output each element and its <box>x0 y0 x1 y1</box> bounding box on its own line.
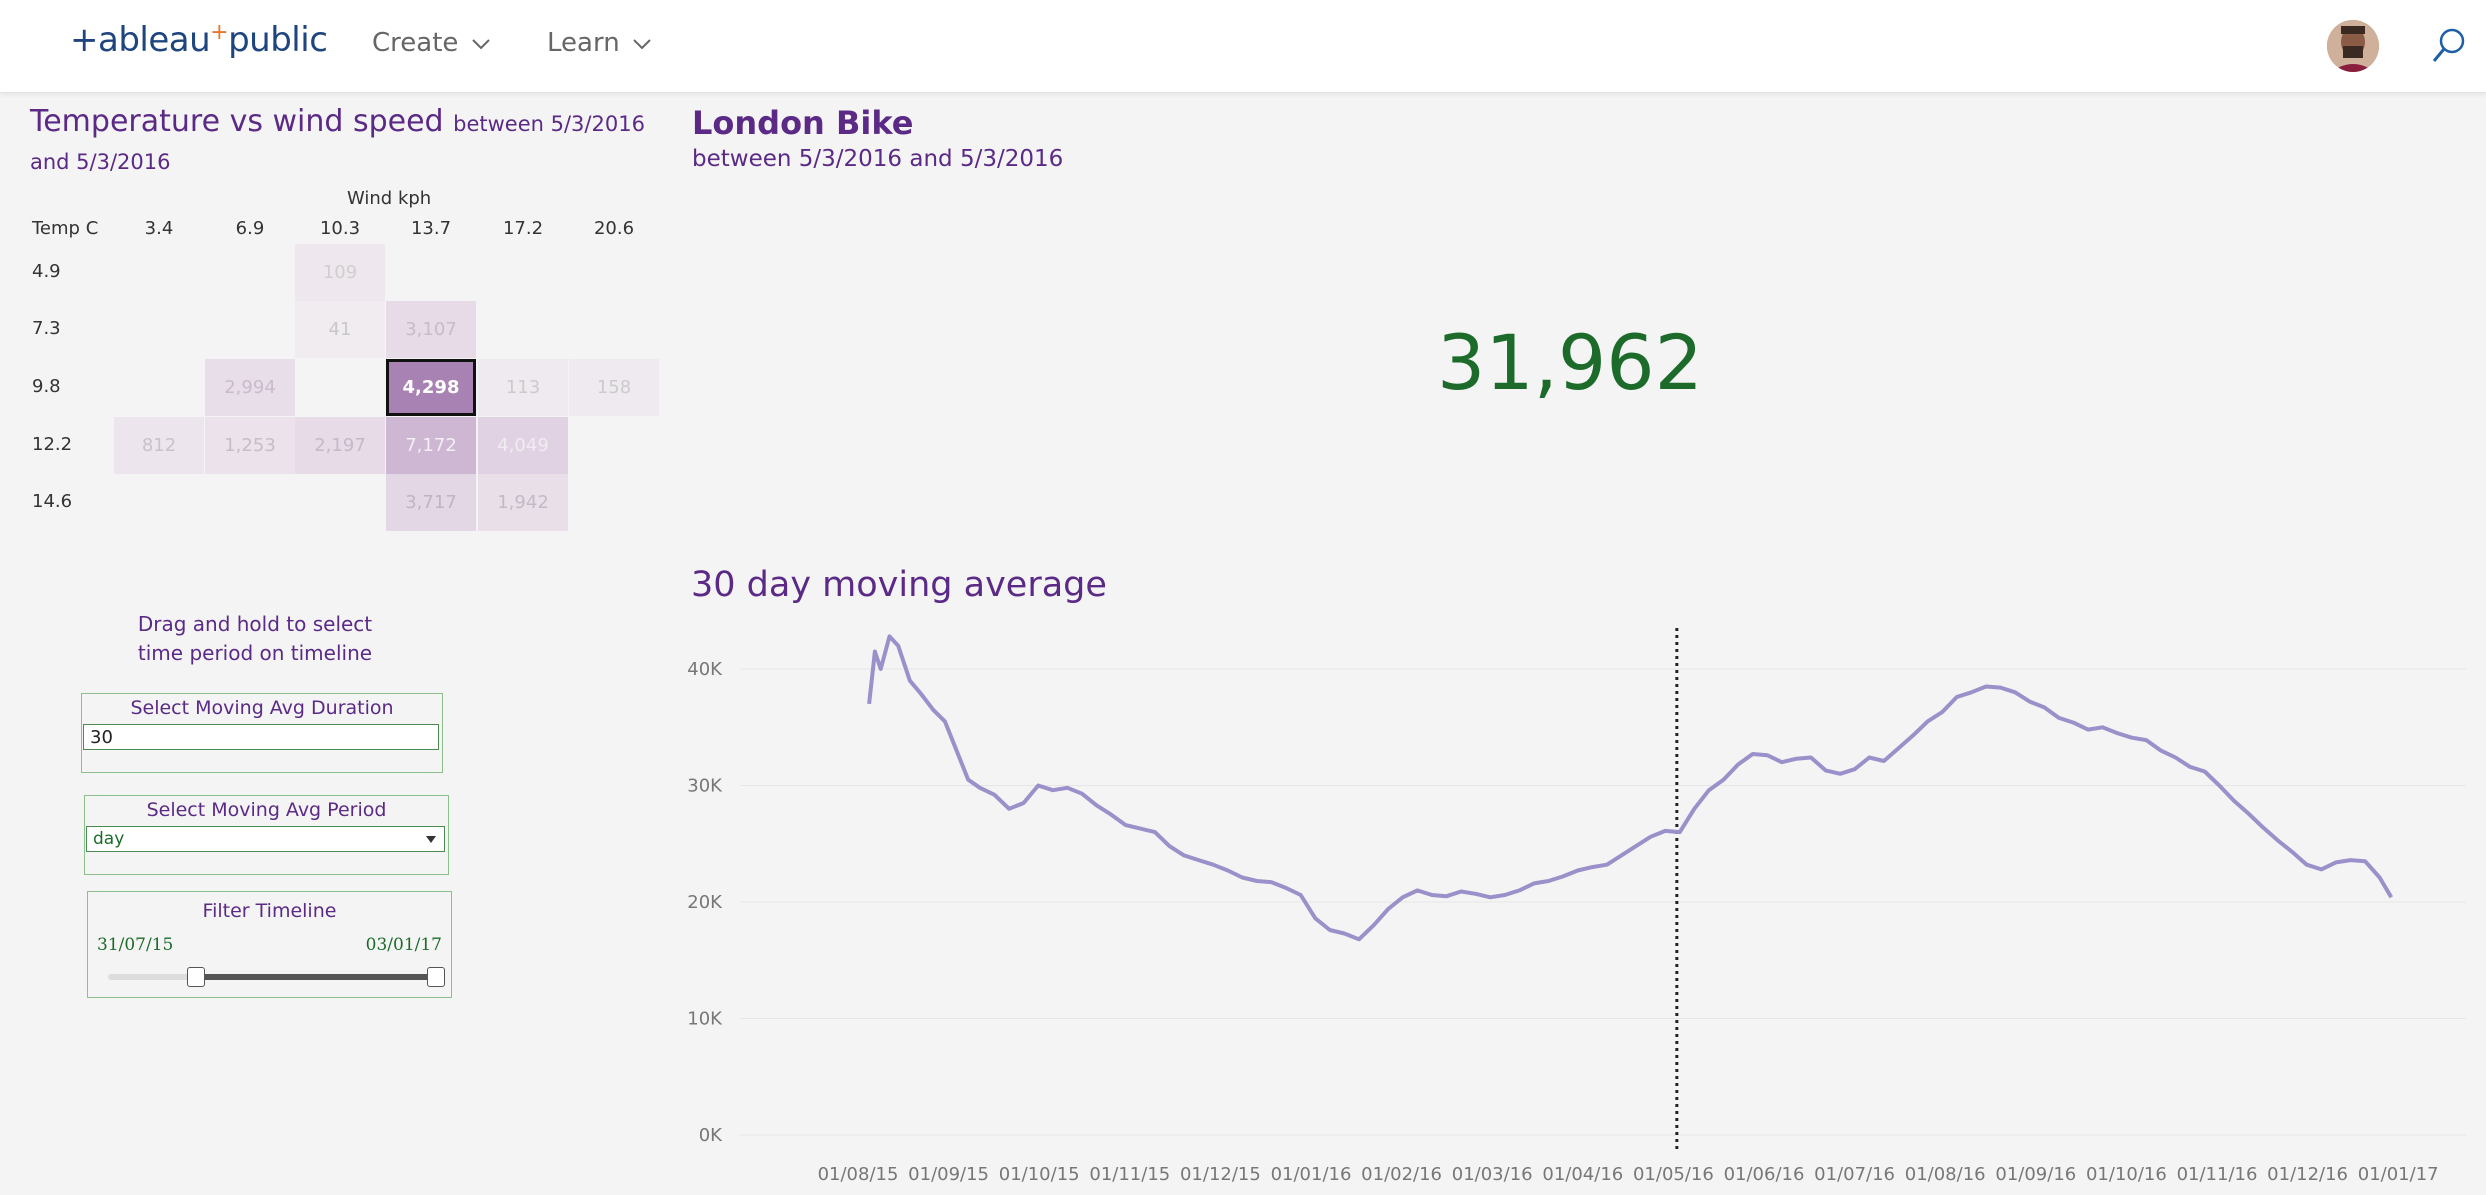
duration-label: Select Moving Avg Duration <box>130 697 394 719</box>
x-tick-label: 01/03/16 <box>1452 1164 1533 1185</box>
logo-text-tableau: +ableau <box>70 20 211 60</box>
drag-hint-text: Drag and hold to select time period on t… <box>137 612 373 665</box>
x-tick-label: 01/05/16 <box>1633 1164 1714 1185</box>
dropdown-caret-icon <box>426 836 436 843</box>
heatmap-col-label: 20.6 <box>593 218 635 239</box>
x-tick-label: 01/09/16 <box>1995 1164 2076 1185</box>
heatmap-col-label: 6.9 <box>235 218 265 239</box>
x-tick-label: 01/01/16 <box>1271 1164 1352 1185</box>
logo-plus: + <box>210 20 229 45</box>
temp-wind-heatmap: Wind kph Temp C 3.4 6.9 10.3 13.7 17.2 2… <box>0 180 680 540</box>
heatmap-cell-highlighted[interactable]: 4,298 <box>386 359 476 416</box>
heatmap-cell[interactable]: 7,172 <box>386 417 476 474</box>
nav-learn-label: Learn <box>547 28 620 58</box>
x-tick-label: 01/04/16 <box>1542 1164 1623 1185</box>
heatmap-row-label: 9.8 <box>32 376 61 397</box>
search-button[interactable] <box>2428 24 2472 68</box>
period-value: day <box>93 829 125 849</box>
heatmap-row-header: Temp C <box>32 218 99 239</box>
period-select[interactable]: day <box>86 826 445 852</box>
kpi-subtitle: between 5/3/2016 and 5/3/2016 <box>692 146 1064 172</box>
y-tick-label: 0K <box>699 1125 723 1146</box>
x-tick-label: 01/11/16 <box>2177 1164 2258 1185</box>
chevron-down-icon <box>633 38 651 49</box>
heatmap-cell[interactable]: 2,197 <box>295 417 385 474</box>
x-tick-label: 01/06/16 <box>1724 1164 1805 1185</box>
heatmap-row-label: 4.9 <box>32 261 61 282</box>
x-tick-label: 01/08/16 <box>1905 1164 1986 1185</box>
x-tick-label: 01/11/15 <box>1089 1164 1170 1185</box>
chevron-down-icon <box>471 38 490 49</box>
heatmap-row-label: 12.2 <box>32 434 73 455</box>
y-tick-label: 20K <box>687 892 723 913</box>
heatmap-cell[interactable]: 1,942 <box>478 474 568 531</box>
filter-start-date: 31/07/15 <box>97 935 174 955</box>
kpi-title: London Bike <box>692 104 914 142</box>
heatmap-col-label: 13.7 <box>410 218 452 239</box>
heatmap-cell[interactable]: 3,107 <box>386 301 476 358</box>
filter-timeline-control: Filter Timeline 31/07/15 03/01/17 <box>87 891 452 998</box>
search-icon <box>2432 28 2465 62</box>
moving-avg-period-control: Select Moving Avg Period day <box>84 795 449 875</box>
x-tick-label: 01/08/15 <box>818 1164 899 1185</box>
filter-timeline-label: Filter Timeline <box>202 900 337 922</box>
nav-create-menu[interactable]: Create <box>372 28 491 58</box>
y-tick-label: 30K <box>687 776 723 797</box>
duration-input[interactable] <box>83 724 439 750</box>
heatmap-title-text: Temperature vs wind speed <box>30 104 444 139</box>
user-avatar[interactable] <box>2327 20 2379 72</box>
y-tick-label: 10K <box>687 1009 723 1030</box>
kpi-value: 31,962 <box>1437 318 1703 407</box>
heatmap-col-header: Wind kph <box>347 188 432 209</box>
x-tick-label: 01/10/16 <box>2086 1164 2167 1185</box>
logo-text-public: public <box>228 20 328 60</box>
nav-create-label: Create <box>372 28 459 58</box>
x-tick-label: 01/09/15 <box>908 1164 989 1185</box>
timeline-start-handle[interactable] <box>187 967 205 987</box>
x-tick-label: 01/02/16 <box>1361 1164 1442 1185</box>
x-tick-label: 01/07/16 <box>1814 1164 1895 1185</box>
nav-learn-menu[interactable]: Learn <box>547 28 652 58</box>
heatmap-cell[interactable]: 41 <box>295 301 385 358</box>
heatmap-col-label: 10.3 <box>319 218 361 239</box>
heatmap-row-label: 14.6 <box>32 491 73 512</box>
heatmap-subtitle: between 5/3/2016 and 5/3/2016 <box>30 112 645 174</box>
y-tick-label: 40K <box>687 659 723 680</box>
x-tick-label: 01/10/15 <box>999 1164 1080 1185</box>
moving-average-line-chart: 0K 10K 20K 30K 40K 01/08/15 01/09/15 01/10/15 0… <box>687 628 2466 1185</box>
x-tick-label: 01/01/17 <box>2358 1164 2439 1185</box>
moving-average-series-line[interactable] <box>867 634 2394 942</box>
heatmap-cell[interactable]: 109 <box>295 244 385 301</box>
tableau-public-logo[interactable]: +ableau+public <box>70 20 328 60</box>
heatmap-cell[interactable]: 4,049 <box>478 417 568 474</box>
heatmap-cell[interactable]: 3,717 <box>386 474 476 531</box>
period-label: Select Moving Avg Period <box>146 799 387 821</box>
heatmap-cell[interactable]: 158 <box>569 359 659 416</box>
heatmap-cell[interactable]: 1,253 <box>205 417 295 474</box>
heatmap-row-label: 7.3 <box>32 318 61 339</box>
top-nav: +ableau+public Create Learn <box>0 0 2486 93</box>
heatmap-title: Temperature vs wind speed between 5/3/20… <box>30 104 650 180</box>
x-tick-label: 01/12/16 <box>2267 1164 2348 1185</box>
heatmap-cell[interactable]: 812 <box>114 417 204 474</box>
heatmap-col-label: 3.4 <box>144 218 174 239</box>
chart-title: 30 day moving average <box>691 565 1107 605</box>
timeline-end-handle[interactable] <box>427 967 445 987</box>
filter-end-date: 03/01/17 <box>365 935 442 955</box>
heatmap-cell[interactable]: 113 <box>478 359 568 416</box>
avatar-portrait-icon <box>2327 20 2379 72</box>
timeline-slider-range <box>195 974 435 980</box>
heatmap-cell[interactable]: 2,994 <box>205 359 295 416</box>
heatmap-col-label: 17.2 <box>502 218 544 239</box>
x-tick-label: 01/12/15 <box>1180 1164 1261 1185</box>
moving-avg-duration-control: Select Moving Avg Duration <box>81 693 443 773</box>
